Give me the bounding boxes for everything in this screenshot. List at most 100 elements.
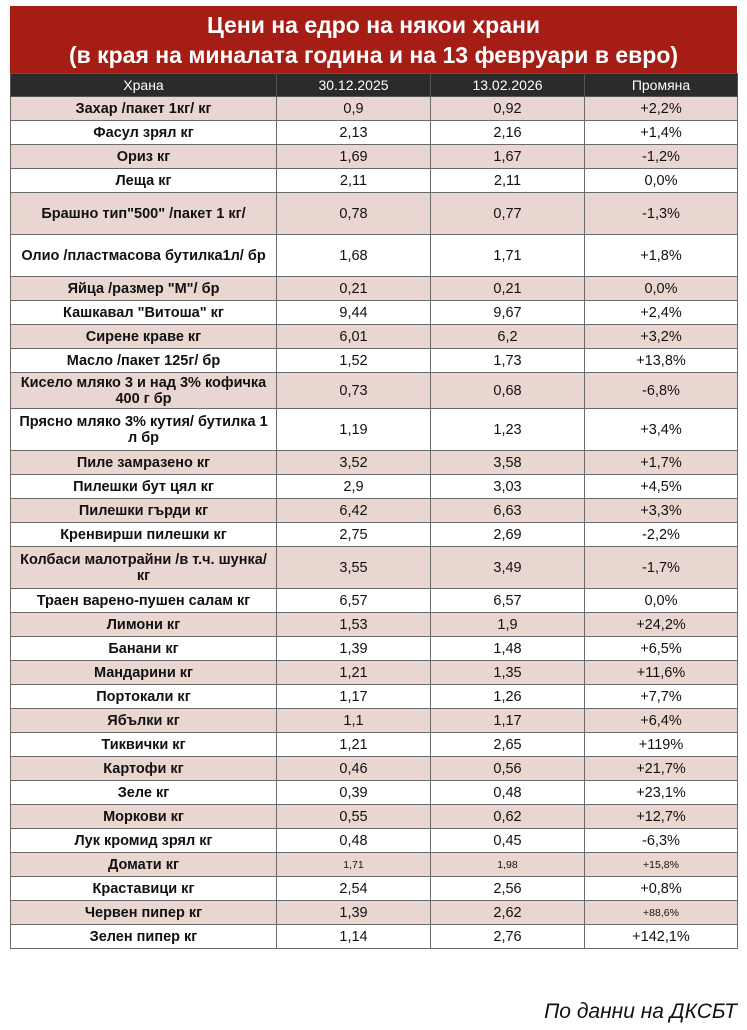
change-cell: +1,4% [585, 121, 738, 145]
table-row: Мандарини кг 1,21 1,35 +11,6% [11, 661, 738, 685]
change-cell: -2,2% [585, 523, 738, 547]
price-dec-2025-cell: 3,55 [277, 547, 431, 589]
food-cell: Домати кг [11, 853, 277, 877]
food-cell: Картофи кг [11, 757, 277, 781]
price-feb-2026-cell: 0,68 [431, 373, 585, 409]
price-feb-2026-cell: 1,26 [431, 685, 585, 709]
price-dec-2025-cell: 2,75 [277, 523, 431, 547]
food-cell: Сирене краве кг [11, 325, 277, 349]
change-cell: +142,1% [585, 925, 738, 949]
price-dec-2025-cell: 1,14 [277, 925, 431, 949]
price-dec-2025-cell: 1,53 [277, 613, 431, 637]
header-date-1: 30.12.2025 [277, 74, 431, 97]
price-feb-2026-cell: 2,76 [431, 925, 585, 949]
food-cell: Леща кг [11, 169, 277, 193]
change-cell: +21,7% [585, 757, 738, 781]
price-feb-2026-cell: 0,77 [431, 193, 585, 235]
change-cell: -1,2% [585, 145, 738, 169]
table-row: Леща кг 2,11 2,11 0,0% [11, 169, 738, 193]
table-row: Кисело мляко 3 и над 3% кофичка 400 г бр… [11, 373, 738, 409]
price-feb-2026-cell: 6,2 [431, 325, 585, 349]
table-row: Траен варено-пушен салам кг 6,57 6,57 0,0% [11, 589, 738, 613]
table-row: Зелен пипер кг 1,14 2,76 +142,1% [11, 925, 738, 949]
price-feb-2026-cell: 1,71 [431, 235, 585, 277]
food-cell: Тиквички кг [11, 733, 277, 757]
price-dec-2025-cell: 1,17 [277, 685, 431, 709]
title-line-1: Цени на едро на някои храни [10, 10, 737, 40]
food-cell: Яйца /размер "М"/ бр [11, 277, 277, 301]
price-feb-2026-cell: 2,62 [431, 901, 585, 925]
price-feb-2026-cell: 0,21 [431, 277, 585, 301]
price-dec-2025-cell: 1,39 [277, 637, 431, 661]
table-row: Захар /пакет 1кг/ кг 0,9 0,92 +2,2% [11, 97, 738, 121]
change-cell: -1,7% [585, 547, 738, 589]
price-dec-2025-cell: 0,39 [277, 781, 431, 805]
prices-table: Храна 30.12.2025 13.02.2026 Промяна Заха… [10, 73, 738, 949]
food-cell: Ориз кг [11, 145, 277, 169]
price-dec-2025-cell: 0,9 [277, 97, 431, 121]
table-row: Зеле кг 0,39 0,48 +23,1% [11, 781, 738, 805]
change-cell: -6,8% [585, 373, 738, 409]
price-feb-2026-cell: 0,92 [431, 97, 585, 121]
table-row: Пилешки гърди кг 6,42 6,63 +3,3% [11, 499, 738, 523]
price-dec-2025-cell: 1,19 [277, 409, 431, 451]
change-cell: -6,3% [585, 829, 738, 853]
title-banner: Цени на едро на някои храни (в края на м… [10, 6, 737, 73]
table-row: Яйца /размер "М"/ бр 0,21 0,21 0,0% [11, 277, 738, 301]
price-dec-2025-cell: 1,52 [277, 349, 431, 373]
price-dec-2025-cell: 1,71 [277, 853, 431, 877]
price-feb-2026-cell: 6,63 [431, 499, 585, 523]
price-feb-2026-cell: 1,23 [431, 409, 585, 451]
price-dec-2025-cell: 1,68 [277, 235, 431, 277]
price-dec-2025-cell: 1,69 [277, 145, 431, 169]
price-dec-2025-cell: 2,9 [277, 475, 431, 499]
table-row: Пилешки бут цял кг 2,9 3,03 +4,5% [11, 475, 738, 499]
price-feb-2026-cell: 0,48 [431, 781, 585, 805]
price-feb-2026-cell: 0,45 [431, 829, 585, 853]
price-dec-2025-cell: 6,01 [277, 325, 431, 349]
header-food: Храна [11, 74, 277, 97]
price-feb-2026-cell: 6,57 [431, 589, 585, 613]
table-row: Лимони кг 1,53 1,9 +24,2% [11, 613, 738, 637]
price-dec-2025-cell: 2,54 [277, 877, 431, 901]
price-dec-2025-cell: 6,57 [277, 589, 431, 613]
table-row: Масло /пакет 125г/ бр 1,52 1,73 +13,8% [11, 349, 738, 373]
change-cell: +11,6% [585, 661, 738, 685]
change-cell: +2,4% [585, 301, 738, 325]
price-feb-2026-cell: 3,03 [431, 475, 585, 499]
price-dec-2025-cell: 2,13 [277, 121, 431, 145]
table-row: Кренвирши пилешки кг 2,75 2,69 -2,2% [11, 523, 738, 547]
table-row: Кашкавал "Витоша" кг 9,44 9,67 +2,4% [11, 301, 738, 325]
price-feb-2026-cell: 0,56 [431, 757, 585, 781]
change-cell: +1,7% [585, 451, 738, 475]
price-feb-2026-cell: 2,16 [431, 121, 585, 145]
price-feb-2026-cell: 2,69 [431, 523, 585, 547]
food-cell: Кашкавал "Витоша" кг [11, 301, 277, 325]
change-cell: +3,4% [585, 409, 738, 451]
change-cell: +3,3% [585, 499, 738, 523]
header-date-2: 13.02.2026 [431, 74, 585, 97]
change-cell: +0,8% [585, 877, 738, 901]
food-cell: Захар /пакет 1кг/ кг [11, 97, 277, 121]
price-feb-2026-cell: 1,67 [431, 145, 585, 169]
food-cell: Прясно мляко 3% кутия/ бутилка 1 л бр [11, 409, 277, 451]
table-row: Колбаси малотрайни /в т.ч. шунка/ кг 3,55… [11, 547, 738, 589]
change-cell: 0,0% [585, 277, 738, 301]
price-feb-2026-cell: 3,58 [431, 451, 585, 475]
price-feb-2026-cell: 2,11 [431, 169, 585, 193]
food-cell: Ябълки кг [11, 709, 277, 733]
change-cell: +23,1% [585, 781, 738, 805]
header-change: Промяна [585, 74, 738, 97]
price-dec-2025-cell: 0,55 [277, 805, 431, 829]
change-cell: +15,8% [585, 853, 738, 877]
change-cell: -1,3% [585, 193, 738, 235]
change-cell: 0,0% [585, 589, 738, 613]
price-dec-2025-cell: 1,21 [277, 661, 431, 685]
price-feb-2026-cell: 3,49 [431, 547, 585, 589]
food-cell: Брашно тип"500" /пакет 1 кг/ [11, 193, 277, 235]
table-row: Картофи кг 0,46 0,56 +21,7% [11, 757, 738, 781]
table-row: Домати кг 1,71 1,98 +15,8% [11, 853, 738, 877]
change-cell: +88,6% [585, 901, 738, 925]
price-dec-2025-cell: 2,11 [277, 169, 431, 193]
food-cell: Колбаси малотрайни /в т.ч. шунка/ кг [11, 547, 277, 589]
